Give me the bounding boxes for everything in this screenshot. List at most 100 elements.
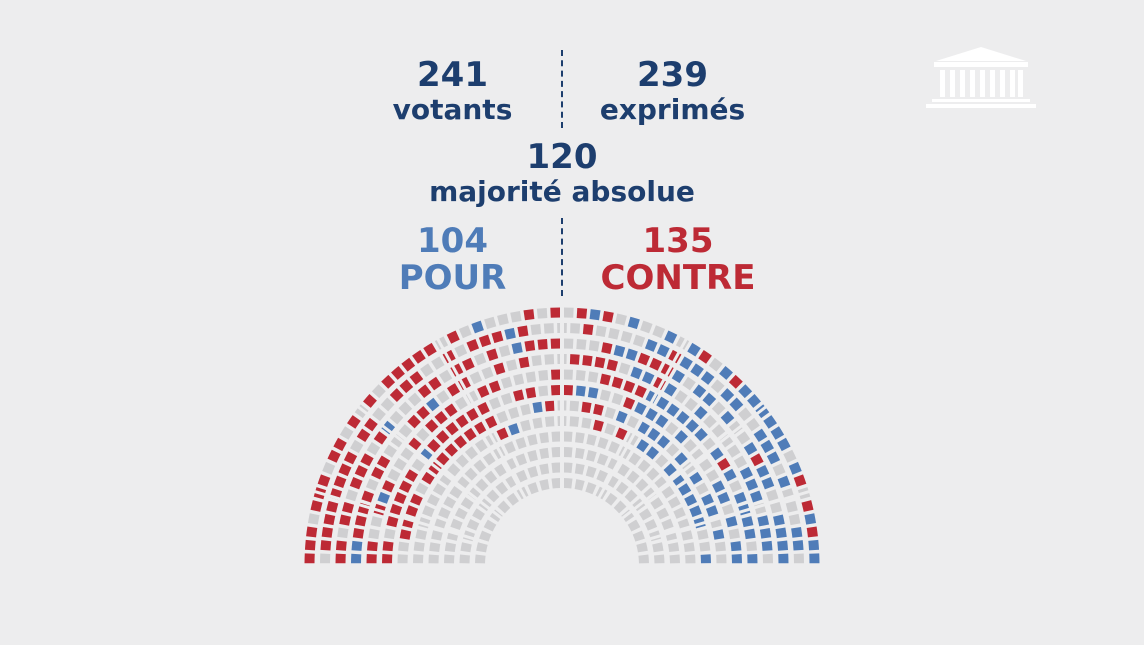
seat-absent <box>527 449 538 462</box>
seat-contre <box>486 348 499 361</box>
seat-absent <box>699 458 713 472</box>
seat-absent <box>640 320 653 334</box>
seat-contre <box>417 384 432 399</box>
seat-pour <box>351 540 363 551</box>
seat-absent <box>721 503 735 516</box>
seat-contre <box>496 427 509 441</box>
seat-pour <box>701 493 714 506</box>
seat-absent <box>449 486 463 499</box>
seat-absent <box>411 458 425 472</box>
seat-contre <box>323 513 336 526</box>
seat-pour <box>679 356 693 370</box>
seat-absent <box>380 397 395 412</box>
seat-contre <box>445 422 459 436</box>
seat-absent <box>368 528 380 540</box>
seat-absent <box>736 431 751 445</box>
seat-contre <box>317 474 331 487</box>
seat-contre <box>599 373 611 386</box>
seat-absent <box>599 389 611 402</box>
seat-contre <box>347 415 361 429</box>
seat-contre <box>524 340 536 352</box>
seat-absent <box>365 478 379 491</box>
seat-contre <box>606 359 619 372</box>
seat-pour <box>766 451 781 465</box>
seat-pour <box>700 554 711 564</box>
seat-absent <box>504 457 517 471</box>
seat-absent <box>486 489 500 503</box>
seat-absent <box>785 500 798 513</box>
seat-absent <box>307 513 320 525</box>
seat-absent <box>665 422 679 436</box>
seat-absent <box>497 500 511 514</box>
seat-pour <box>419 448 433 462</box>
seat-absent <box>654 554 665 564</box>
seat-absent <box>432 483 446 496</box>
seat-contre <box>352 527 365 539</box>
seat-contre <box>371 466 385 480</box>
seat-contre <box>446 330 460 344</box>
seat-absent <box>626 415 639 429</box>
seat-absent <box>575 432 585 444</box>
majorite-value: 120 <box>526 137 598 177</box>
seat-absent <box>611 392 624 406</box>
seat-absent <box>655 454 669 468</box>
seat-absent <box>615 481 629 495</box>
seat-pour <box>809 553 820 564</box>
seat-absent <box>460 542 472 553</box>
seat-contre <box>581 401 592 414</box>
seat-contre <box>569 354 580 365</box>
seat-absent <box>339 426 354 440</box>
seat-pour <box>720 410 735 425</box>
seat-absent <box>711 401 726 416</box>
seat-contre <box>376 455 391 469</box>
seat-absent <box>472 508 485 521</box>
seat-absent <box>539 447 550 460</box>
seat-contre <box>593 403 604 416</box>
seat-absent <box>458 325 472 339</box>
seat-absent <box>527 434 538 446</box>
seat-pour <box>636 439 650 453</box>
seat-absent <box>696 529 709 540</box>
seat-absent <box>711 424 726 438</box>
seat-absent <box>703 414 717 429</box>
seat-absent <box>473 352 487 366</box>
seat-absent <box>456 476 470 490</box>
exprimes-stat: 239 exprimés <box>595 58 750 124</box>
seat-contre <box>391 366 405 380</box>
seat-absent <box>393 457 407 471</box>
seat-contre <box>335 540 347 551</box>
seat-absent <box>643 487 657 501</box>
seat-absent <box>464 446 478 460</box>
seat-absent <box>551 431 561 442</box>
seat-pour <box>739 466 753 480</box>
seat-absent <box>422 505 435 518</box>
seat-contre <box>382 541 394 552</box>
seat-absent <box>615 313 627 326</box>
seat-absent <box>613 500 627 514</box>
seat-pour <box>761 476 775 490</box>
seat-absent <box>586 434 597 446</box>
seat-absent <box>520 403 531 416</box>
seat-absent <box>772 463 786 477</box>
seat-contre <box>485 415 498 429</box>
seat-absent <box>428 554 439 564</box>
seat-absent <box>585 482 597 495</box>
seat-absent <box>608 441 620 454</box>
seat-absent <box>413 554 424 564</box>
seat-absent <box>407 392 422 407</box>
seat-contre <box>576 307 588 319</box>
seat-pour <box>759 527 772 539</box>
seat-pour <box>532 401 543 414</box>
seat-absent <box>447 463 461 477</box>
seat-pour <box>744 528 756 540</box>
votants-label: votants <box>392 93 513 126</box>
seat-contre <box>401 357 416 372</box>
seat-contre <box>544 400 555 412</box>
seat-pour <box>770 426 785 440</box>
seat-absent <box>639 508 652 521</box>
seat-contre <box>563 385 574 396</box>
seat-pour <box>508 423 520 436</box>
seat-absent <box>390 434 405 448</box>
seat-contre <box>382 553 393 564</box>
seat-contre <box>446 383 461 397</box>
